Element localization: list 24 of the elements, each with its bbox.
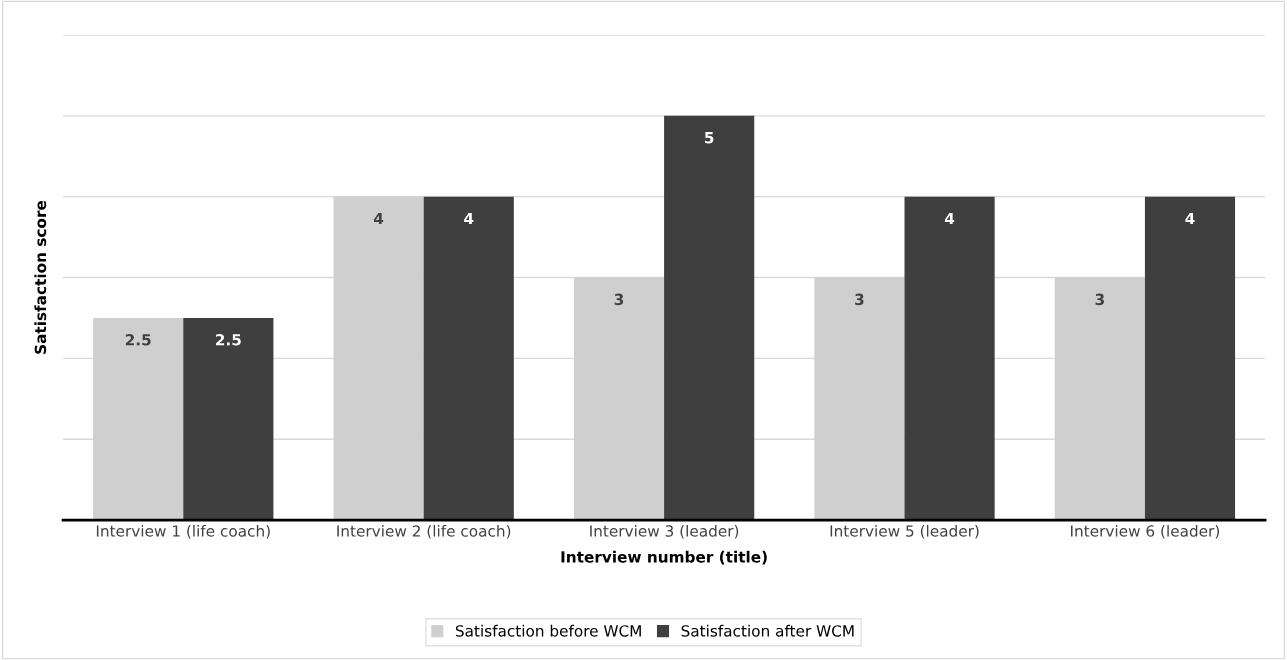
data-label: 3 [614,293,624,306]
bar [183,317,274,521]
bar [664,115,755,521]
x-tick-label: Interview 5 (leader) [830,524,979,539]
data-label: 4 [1185,212,1195,225]
data-label: 4 [373,212,384,225]
x-axis-title: Interview number (title) [561,550,767,565]
data-label: 4 [464,212,474,225]
bar [904,196,995,521]
x-tick-label: Interview 1 (life coach) [96,524,270,539]
data-label: 3 [855,293,864,306]
legend-label: Satisfaction after WCM [681,624,854,637]
data-label: 4 [944,212,955,225]
bar [1144,196,1236,521]
data-label: 2.5 [125,333,151,346]
x-tick-label: Interview 6 (leader) [1071,524,1219,539]
data-label: 2.5 [216,333,241,346]
data-label: 5 [705,132,714,144]
x-tick-label: Interview 2 (life coach) [337,524,511,539]
data-label: 3 [1095,293,1104,306]
y-axis-title: Satisfaction score [34,200,47,354]
x-tick-label: Interview 3 (leader) [590,524,739,539]
legend-label: Satisfaction before WCM [455,624,641,637]
bar [423,196,514,521]
